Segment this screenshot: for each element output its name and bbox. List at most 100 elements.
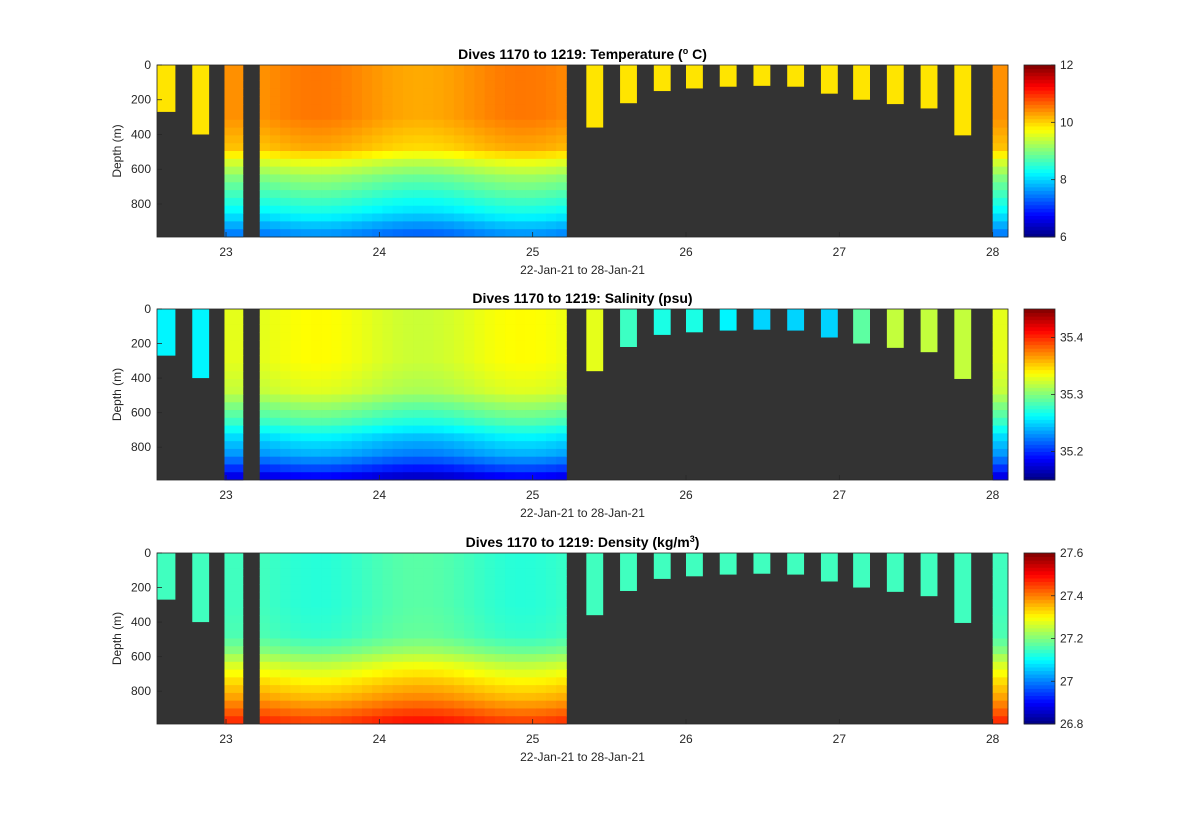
- temperature-deep-dive-cell: [341, 65, 353, 74]
- temperature-deep-dive-cell: [341, 80, 353, 89]
- salinity-deep-dive-cell: [361, 371, 373, 380]
- density-deep-dive-cell: [361, 700, 373, 709]
- temperature-deep-dive-cell: [290, 127, 302, 136]
- salinity-deep-dive-cell: [474, 472, 486, 481]
- salinity-deep-dive-cell: [992, 394, 1009, 403]
- salinity-deep-dive-cell: [443, 386, 455, 395]
- temperature-deep-dive-cell: [331, 119, 342, 128]
- density-deep-dive-cell: [341, 630, 353, 639]
- temperature-colorbar-band: [1024, 219, 1055, 224]
- salinity-deep-dive-cell: [413, 394, 424, 403]
- density-deep-dive-cell: [453, 615, 465, 624]
- density-deep-dive-cell: [269, 716, 281, 725]
- salinity-colorbar-band: [1024, 341, 1055, 346]
- salinity-deep-dive-cell: [474, 363, 486, 372]
- density-deep-dive-cell: [545, 630, 557, 639]
- temperature-deep-dive-cell: [494, 221, 506, 230]
- temperature-deep-dive-cell: [453, 213, 465, 222]
- salinity-deep-dive-cell: [423, 371, 434, 380]
- density-deep-dive-cell: [494, 700, 506, 709]
- salinity-deep-dive-cell: [545, 402, 557, 411]
- density-deep-dive-cell: [341, 661, 353, 670]
- salinity-deep-dive-cell: [484, 355, 496, 364]
- temperature-deep-dive-cell: [423, 229, 434, 238]
- temperature-deep-dive-cell: [382, 174, 394, 183]
- density-deep-dive-cell: [494, 599, 506, 608]
- temperature-dive-column: [192, 65, 210, 135]
- salinity-deep-dive-cell: [290, 378, 302, 388]
- density-deep-dive-cell: [310, 638, 322, 647]
- temperature-deep-dive-cell: [331, 80, 342, 89]
- density-deep-dive-cell: [484, 591, 496, 601]
- temperature-deep-dive-cell: [413, 166, 424, 175]
- temperature-deep-dive-cell: [392, 80, 404, 89]
- salinity-deep-dive-cell: [392, 394, 404, 403]
- density-deep-dive-cell: [321, 654, 332, 663]
- density-deep-dive-cell: [402, 716, 414, 725]
- temperature-deep-dive-cell: [556, 166, 567, 175]
- salinity-colorbar-band: [1024, 383, 1055, 388]
- density-deep-dive-cell: [402, 677, 414, 686]
- temperature-deep-dive-cell: [372, 127, 383, 136]
- temperature-deep-dive-cell: [515, 80, 526, 89]
- salinity-deep-dive-cell: [992, 332, 1009, 341]
- salinity-deep-dive-cell: [413, 332, 424, 341]
- density-deep-dive-cell: [331, 646, 342, 655]
- salinity-deep-dive-cell: [224, 371, 244, 380]
- density-deep-dive-cell: [413, 553, 424, 562]
- density-deep-dive-cell: [423, 584, 434, 593]
- temperature-deep-dive-cell: [443, 72, 455, 82]
- density-deep-dive-cell: [321, 669, 332, 678]
- density-deep-dive-cell: [372, 568, 383, 577]
- temperature-deep-dive-cell: [351, 229, 363, 238]
- temperature-deep-dive-cell: [433, 221, 445, 230]
- density-deep-dive-cell: [433, 615, 445, 624]
- salinity-deep-dive-cell: [280, 363, 291, 372]
- temperature-deep-dive-cell: [464, 88, 475, 97]
- temperature-dive-column: [787, 65, 805, 87]
- salinity-deep-dive-cell: [474, 394, 486, 403]
- density-deep-dive-cell: [413, 654, 424, 663]
- salinity-deep-dive-cell: [382, 371, 394, 380]
- salinity-deep-dive-cell: [474, 378, 486, 388]
- salinity-deep-dive-cell: [535, 472, 547, 481]
- salinity-deep-dive-cell: [525, 441, 537, 450]
- salinity-deep-dive-cell: [382, 332, 394, 341]
- density-deep-dive-cell: [992, 568, 1009, 577]
- salinity-deep-dive-cell: [413, 340, 424, 349]
- density-deep-dive-cell: [525, 677, 537, 686]
- temperature-deep-dive-cell: [224, 127, 244, 136]
- density-deep-dive-cell: [992, 661, 1009, 670]
- salinity-deep-dive-cell: [269, 324, 281, 333]
- temperature-deep-dive-cell: [464, 221, 475, 230]
- temperature-deep-dive-cell: [515, 197, 526, 207]
- density-deep-dive-cell: [351, 638, 363, 647]
- density-deep-dive-cell: [224, 638, 244, 647]
- salinity-deep-dive-cell: [484, 410, 496, 419]
- density-deep-dive-cell: [341, 669, 353, 678]
- temperature-deep-dive-cell: [372, 213, 383, 222]
- temperature-colorbar-band: [1024, 90, 1055, 95]
- density-colorbar-band: [1024, 677, 1055, 682]
- salinity-deep-dive-cell: [464, 378, 475, 388]
- density-deep-dive-cell: [535, 677, 547, 686]
- density-deep-dive-cell: [505, 669, 516, 678]
- density-deep-dive-cell: [224, 584, 244, 593]
- salinity-deep-dive-cell: [545, 417, 557, 426]
- temperature-deep-dive-cell: [464, 119, 475, 128]
- density-deep-dive-cell: [535, 599, 547, 608]
- density-deep-dive-cell: [310, 584, 322, 593]
- temperature-deep-dive-cell: [351, 135, 363, 144]
- salinity-deep-dive-cell: [310, 472, 322, 481]
- temperature-deep-dive-cell: [525, 88, 537, 97]
- density-deep-dive-cell: [494, 669, 506, 678]
- salinity-deep-dive-cell: [321, 394, 332, 403]
- temperature-deep-dive-cell: [453, 127, 465, 136]
- temperature-colorbar-band: [1024, 111, 1055, 116]
- density-deep-dive-cell: [433, 692, 445, 702]
- density-deep-dive-cell: [310, 615, 322, 624]
- density-deep-dive-cell: [351, 584, 363, 593]
- density-deep-dive-cell: [300, 669, 312, 678]
- salinity-deep-dive-cell: [423, 433, 434, 442]
- temperature-colorbar-band: [1024, 229, 1055, 234]
